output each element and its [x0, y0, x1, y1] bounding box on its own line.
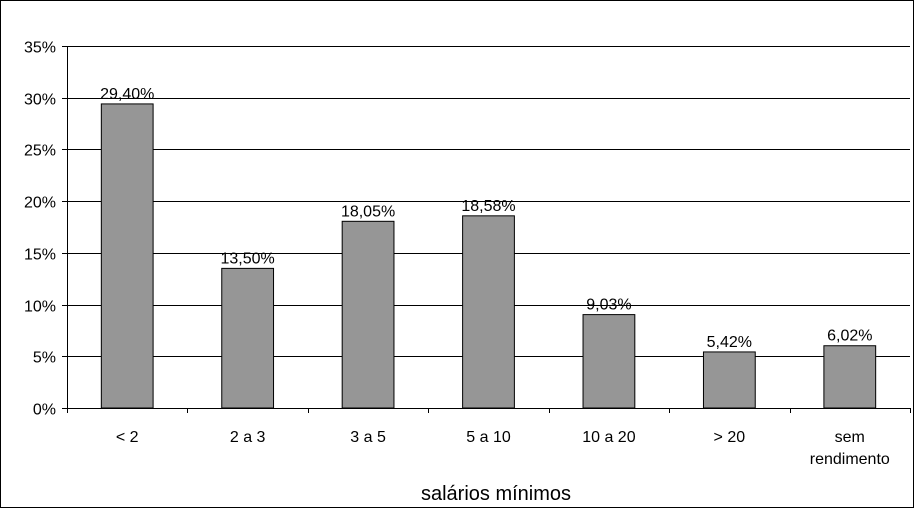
y-tick-label: 20% — [24, 195, 56, 212]
y-tick-label: 5% — [33, 350, 56, 367]
bar — [462, 215, 515, 409]
gridlines — [67, 46, 910, 357]
y-tick-label: 15% — [24, 247, 56, 264]
x-tick-label: < 2 — [116, 429, 139, 446]
x-tick-label: sem rendimento — [810, 429, 890, 468]
data-label: 18,58% — [461, 198, 515, 215]
data-label: 6,02% — [827, 328, 872, 345]
bar — [221, 267, 275, 409]
x-tick-label: > 20 — [714, 429, 746, 446]
y-tick-label: 35% — [24, 40, 56, 57]
x-tick-label: 2 a 3 — [230, 429, 266, 446]
data-label: 29,40% — [100, 86, 154, 103]
y-tick-label: 10% — [24, 299, 56, 316]
x-axis-title: salários mínimos — [421, 483, 571, 505]
labels: 29,40% 13,50% 18,05% 18,58% 9,03% 5,42% 6,02% 0… — [24, 40, 890, 469]
bar — [702, 351, 756, 409]
x-tick-label: 3 a 5 — [350, 429, 386, 446]
data-label: 13,50% — [221, 250, 275, 267]
bar — [100, 103, 154, 409]
x-tick-label: 5 a 10 — [466, 429, 511, 446]
y-tick-label: 0% — [33, 402, 56, 419]
data-label: 5,42% — [707, 334, 752, 351]
bar — [823, 345, 877, 409]
bar — [341, 220, 395, 409]
data-label: 18,05% — [341, 203, 395, 220]
bars — [100, 103, 877, 409]
x-tick-label: 10 a 20 — [582, 429, 635, 446]
y-tick-label: 25% — [24, 143, 56, 160]
bar — [582, 314, 636, 409]
data-label: 9,03% — [586, 297, 631, 314]
axes — [62, 46, 911, 413]
y-tick-label: 30% — [24, 92, 56, 109]
